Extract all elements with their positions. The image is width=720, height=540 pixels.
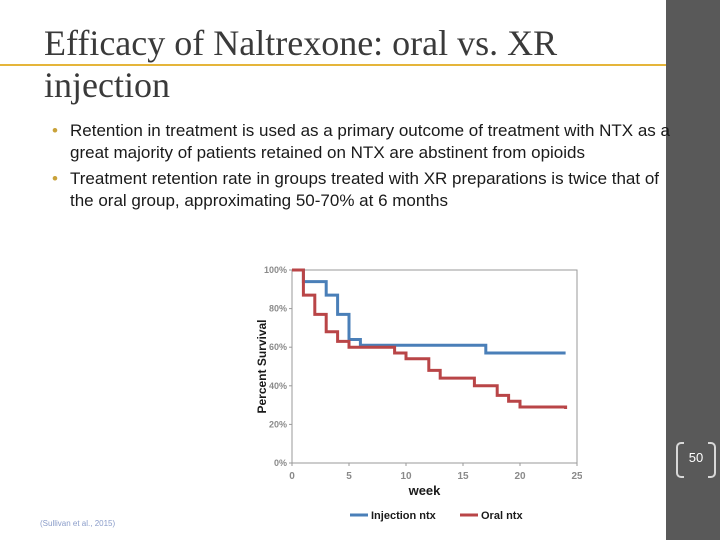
bullet-item: Retention in treatment is used as a prim… bbox=[52, 120, 677, 164]
survival-chart-svg: 0% 20% 40% 60% 80% 100% 0 5 10 15 20 25 week Percent … bbox=[255, 265, 582, 522]
x-tick-label: 25 bbox=[571, 471, 582, 482]
y-tick-label: 0% bbox=[274, 458, 287, 468]
series-line-injection bbox=[292, 268, 566, 355]
bullet-list: Retention in treatment is used as a prim… bbox=[52, 120, 677, 216]
x-tick-label: 10 bbox=[400, 471, 412, 482]
x-tick-label: 15 bbox=[457, 471, 469, 482]
legend-label: Oral ntx bbox=[481, 510, 523, 522]
slide-title: Efficacy of Naltrexone: oral vs. XR inje… bbox=[44, 23, 558, 105]
y-tick-label: 100% bbox=[264, 265, 287, 275]
citation: (Sullivan et al., 2015) bbox=[40, 519, 116, 528]
y-tick-label: 40% bbox=[269, 381, 287, 391]
y-tick-label: 80% bbox=[269, 304, 287, 314]
plot-area bbox=[291, 269, 578, 464]
x-tick-label: 5 bbox=[346, 471, 352, 482]
page-bracket-right bbox=[708, 442, 716, 478]
page-bracket-left bbox=[676, 442, 684, 478]
x-tick-label: 0 bbox=[289, 471, 295, 482]
x-tick-label: 20 bbox=[514, 471, 526, 482]
legend-label: Injection ntx bbox=[371, 510, 437, 522]
x-axis-label: week bbox=[408, 483, 442, 498]
page-number-badge: 50 bbox=[676, 442, 716, 478]
y-axis-label: Percent Survival bbox=[255, 319, 269, 413]
survival-chart: 0% 20% 40% 60% 80% 100% 0 5 10 15 20 25 week Percent … bbox=[255, 257, 582, 533]
series-line-oral bbox=[292, 268, 568, 409]
page-number: 50 bbox=[688, 450, 704, 465]
y-tick-label: 60% bbox=[269, 342, 287, 352]
y-tick-label: 20% bbox=[269, 419, 287, 429]
slide-sidebar bbox=[666, 0, 720, 540]
bullet-item: Treatment retention rate in groups treat… bbox=[52, 168, 677, 212]
title-rule bbox=[0, 64, 666, 66]
